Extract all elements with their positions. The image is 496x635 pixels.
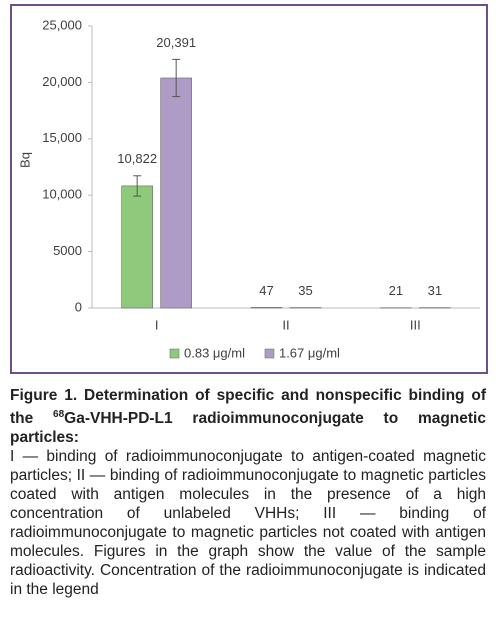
chart-frame (10, 4, 488, 374)
value-label: 35 (298, 283, 312, 298)
caption-title: Figure 1. Determination of specific and … (10, 386, 486, 447)
legend-label: 0.83 μg/ml (184, 345, 245, 360)
y-tick-label: 15,000 (42, 130, 82, 145)
caption-body: I — binding of radioimmunoconjugate to a… (10, 448, 486, 599)
caption-title-sup: 68 (53, 409, 65, 420)
x-tick-label: I (155, 317, 159, 332)
y-tick-label: 10,000 (42, 187, 82, 202)
x-tick-label: III (410, 317, 421, 332)
y-axis-label: Bq (17, 152, 32, 168)
bar (160, 77, 192, 309)
legend-swatch (264, 348, 275, 359)
bar (250, 307, 283, 309)
y-tick-label: 25,000 (42, 17, 82, 32)
y-tick-label: 0 (75, 299, 82, 314)
caption-title-text: Ga-VHH-PD-L1 radioimmunoconjugate to mag… (10, 410, 486, 447)
x-tick-label: II (282, 317, 289, 332)
value-label: 21 (389, 283, 403, 298)
caption-title-text: Figure 1. Determination of specific and … (10, 387, 486, 428)
y-tick-label: 5000 (53, 243, 82, 258)
chart: Bq 0 5000 10,000 15,000 20,000 25,000 I 10,822 2… (17, 17, 480, 360)
value-label: 20,391 (156, 35, 196, 50)
legend-swatch (169, 348, 180, 359)
value-label: 10,822 (117, 151, 157, 166)
legend-label: 1.67 μg/ml (279, 345, 340, 360)
caption: Figure 1. Determination of specific and … (10, 386, 486, 599)
value-label: 47 (259, 283, 273, 298)
value-label: 31 (428, 283, 442, 298)
bar (121, 185, 153, 309)
y-tick-label: 20,000 (42, 74, 82, 89)
